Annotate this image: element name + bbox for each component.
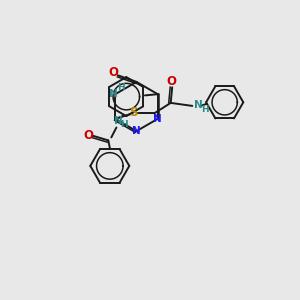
Text: H: H <box>118 83 125 92</box>
Text: N: N <box>109 88 118 99</box>
Text: H: H <box>201 105 208 114</box>
Text: O: O <box>83 129 93 142</box>
Text: N: N <box>194 100 203 110</box>
Text: O: O <box>167 75 177 88</box>
Text: N: N <box>132 126 141 136</box>
Text: N: N <box>153 114 162 124</box>
Text: H: H <box>120 120 128 129</box>
Text: S: S <box>129 106 137 119</box>
Text: N: N <box>114 116 123 127</box>
Text: O: O <box>108 66 118 79</box>
